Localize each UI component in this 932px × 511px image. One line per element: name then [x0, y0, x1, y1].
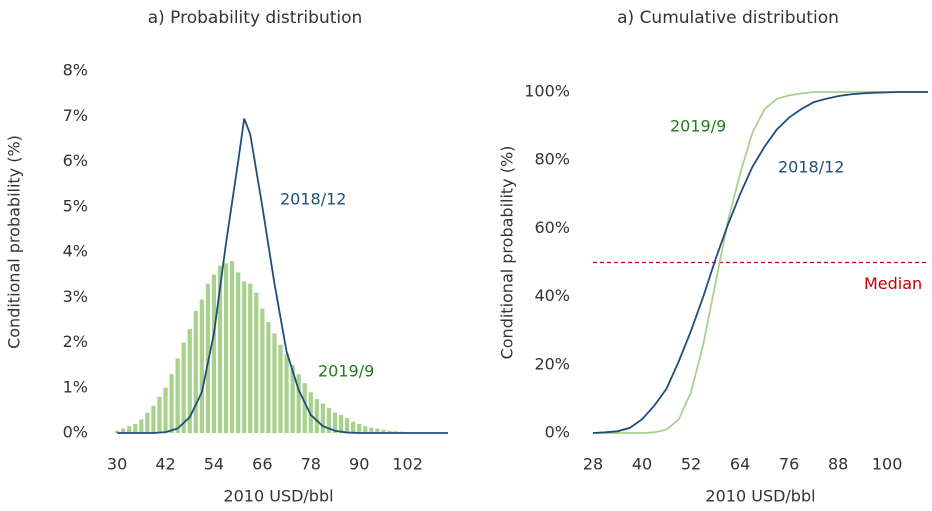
y-tick-label: 3% [63, 287, 88, 306]
bar [296, 374, 301, 433]
y-tick-label: 20% [534, 354, 570, 373]
y-tick-label: 0% [63, 423, 88, 442]
bar [211, 274, 217, 433]
y-tick-label: 5% [63, 196, 88, 215]
bar [229, 261, 235, 433]
x-tick-label: 76 [779, 455, 799, 474]
y-axis-label: Conditional probability (%) [498, 146, 517, 360]
line [592, 91, 928, 434]
bar [205, 283, 211, 433]
y-tick-label: 7% [63, 106, 88, 125]
series-label: 2019/9 [670, 117, 726, 136]
bar [199, 299, 204, 433]
bar [393, 431, 398, 433]
series-label: 2018/12 [778, 158, 844, 177]
bar [260, 308, 265, 433]
bar [133, 423, 138, 433]
bar [278, 344, 283, 433]
y-tick-label: 2% [63, 332, 88, 351]
line [117, 118, 448, 434]
x-tick-label: 52 [681, 455, 701, 474]
x-axis-label: 2010 USD/bbl [705, 487, 815, 506]
y-tick-label: 6% [63, 151, 88, 170]
series-label: 2019/9 [318, 362, 374, 381]
bar [217, 265, 223, 433]
bar [139, 419, 144, 433]
bar [157, 396, 162, 433]
x-tick-label: 28 [583, 455, 603, 474]
bar [375, 428, 380, 433]
x-tick-label: 88 [828, 455, 848, 474]
x-tick-label: 54 [204, 455, 224, 474]
bar [284, 353, 289, 433]
panel-title: a) Cumulative distribution [617, 8, 839, 28]
bar [254, 292, 259, 433]
x-tick-label: 42 [155, 455, 175, 474]
bar [175, 358, 180, 433]
y-tick-label: 4% [63, 242, 88, 261]
panel-title: a) Probability distribution [148, 8, 363, 28]
bar [332, 412, 338, 433]
bar [272, 333, 277, 433]
x-tick-label: 30 [107, 455, 127, 474]
x-tick-label: 66 [252, 455, 272, 474]
bar [187, 328, 192, 433]
bar [145, 412, 150, 433]
y-tick-label: 40% [534, 286, 570, 305]
y-tick-label: 1% [63, 377, 88, 396]
bar [169, 374, 174, 433]
bar [302, 383, 307, 433]
bar [163, 387, 168, 433]
bar [114, 430, 120, 433]
bar [121, 428, 126, 433]
x-tick-label: 64 [730, 455, 750, 474]
bar [344, 418, 350, 433]
bar [320, 403, 326, 433]
bar [363, 426, 368, 433]
x-tick-label: 102 [392, 455, 423, 474]
series-label: 2018/12 [280, 190, 346, 209]
bar [387, 430, 392, 433]
x-tick-label: 40 [632, 455, 652, 474]
bar [181, 342, 186, 433]
bar [242, 281, 247, 433]
y-tick-label: 80% [534, 150, 570, 169]
bar [369, 427, 374, 433]
bar [326, 408, 332, 433]
bar [314, 399, 319, 433]
y-tick-label: 8% [63, 61, 88, 80]
bar [308, 392, 313, 433]
y-tick-label: 60% [534, 218, 570, 237]
median-label: Median [864, 274, 922, 293]
bar [151, 405, 156, 433]
x-tick-label: 90 [349, 455, 369, 474]
y-axis-label: Conditional probability (%) [5, 135, 24, 349]
bar [223, 263, 229, 433]
line [593, 91, 928, 434]
bar [381, 429, 386, 433]
x-tick-label: 78 [301, 455, 321, 474]
x-tick-label: 100 [872, 455, 903, 474]
y-tick-label: 0% [545, 423, 570, 442]
bar [248, 283, 253, 433]
y-tick-label: 100% [524, 82, 570, 101]
bar [193, 310, 198, 433]
bar [357, 423, 362, 433]
bar [236, 272, 241, 433]
bar [290, 365, 295, 433]
bar [338, 414, 344, 433]
x-axis-label: 2010 USD/bbl [223, 487, 333, 506]
bar [127, 426, 132, 433]
bar [351, 421, 356, 433]
bar [266, 322, 271, 433]
